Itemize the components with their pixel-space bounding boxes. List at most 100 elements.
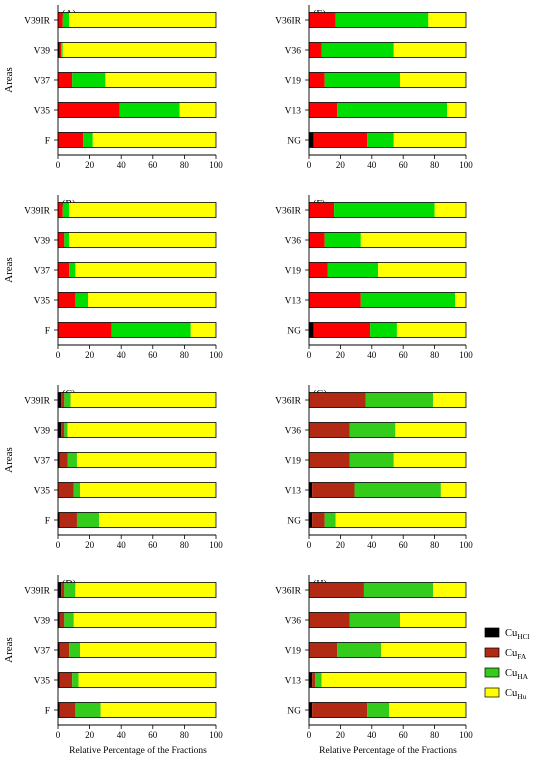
bar-segment-fa [58, 292, 76, 308]
bar-segment-hu [179, 102, 216, 118]
category-tick-label: V36IR [275, 587, 302, 597]
bar-segment-ha [119, 102, 180, 118]
bar-segment-ha [64, 422, 68, 438]
bar-segment-hcl [309, 482, 313, 498]
category-tick-label: V37 [34, 647, 51, 657]
bar-segment-fa [59, 42, 62, 58]
y-axis-label: Areas [3, 637, 15, 663]
x-tick-label: 100 [209, 350, 223, 360]
category-tick-label: V19 [285, 77, 302, 87]
bar-segment-ha [111, 322, 191, 338]
x-tick-label: 80 [180, 160, 190, 170]
bar-segment-hcl [58, 582, 62, 598]
bar-segment-ha [335, 12, 429, 28]
bar-segment-ha [64, 612, 74, 628]
category-tick-label: V37 [34, 457, 51, 467]
category-tick-label: V39IR [24, 17, 51, 27]
x-tick-label: 100 [459, 350, 473, 360]
y-axis-label: Areas [3, 447, 15, 473]
bar-segment-ha [349, 422, 396, 438]
x-tick-label: 0 [307, 160, 312, 170]
bar-segment-fa [59, 612, 65, 628]
x-tick-label: 100 [459, 730, 473, 740]
x-tick-label: 100 [209, 540, 223, 550]
x-tick-label: 60 [148, 730, 158, 740]
bar-segment-fa [309, 452, 350, 468]
x-tick-label: 40 [367, 160, 377, 170]
bar-segment-fa [313, 132, 368, 148]
bar-segment-fa [309, 582, 364, 598]
bar-segment-fa [312, 512, 325, 528]
x-tick-label: 80 [180, 350, 190, 360]
x-tick-label: 0 [307, 540, 312, 550]
bar-segment-hcl [58, 702, 60, 718]
bar-segment-ha [363, 582, 434, 598]
bar-segment-fa [58, 12, 63, 28]
bar-segment-fa [312, 672, 316, 688]
bar-segment-ha [62, 202, 70, 218]
category-tick-label: NG [287, 517, 301, 527]
x-tick-label: 40 [367, 730, 377, 740]
category-tick-label: V35 [34, 677, 51, 687]
legend-swatch [484, 627, 500, 638]
category-tick-label: V13 [285, 107, 302, 117]
bar-segment-fa [59, 642, 70, 658]
bar-segment-hu [335, 512, 466, 528]
bar-segment-ha [62, 12, 70, 28]
bar-segment-hu [76, 452, 217, 468]
x-tick-label: 100 [209, 160, 223, 170]
bar-segment-ha [321, 42, 394, 58]
bar-segment-ha [64, 582, 76, 598]
bar-segment-hcl [309, 672, 313, 688]
bar-segment-hu [80, 642, 217, 658]
x-tick-label: 40 [117, 350, 127, 360]
bar-segment-fa [61, 582, 65, 598]
bar-segment-ha [75, 292, 89, 308]
y-axis-label: Areas [3, 67, 15, 93]
x-tick-label: 20 [336, 730, 346, 740]
bar-segment-fa [309, 392, 366, 408]
x-tick-label: 100 [459, 160, 473, 170]
category-tick-label: F [45, 137, 50, 147]
bar-segment-fa [312, 482, 355, 498]
bar-segment-hcl [58, 642, 60, 658]
bar-segment-ha [349, 612, 401, 628]
bar-segment-hu [434, 202, 466, 218]
legend-swatch [484, 667, 500, 678]
bar-segment-hu [378, 262, 466, 278]
x-tick-label: 80 [180, 540, 190, 550]
category-tick-label: V13 [285, 487, 302, 497]
bar-segment-fa [59, 512, 77, 528]
x-tick-label: 80 [430, 160, 440, 170]
bar-segment-ha [334, 202, 435, 218]
bar-segment-ha [367, 702, 390, 718]
legend: CuHCl CuFA CuHA CuHu [484, 627, 530, 701]
bar-segment-ha [76, 512, 100, 528]
x-tick-label: 40 [367, 350, 377, 360]
bar-segment-ha [324, 72, 401, 88]
category-tick-label: V35 [34, 107, 51, 117]
category-tick-label: V36IR [275, 207, 302, 217]
bar-segment-ha [69, 262, 76, 278]
legend-label: CuHA [505, 668, 529, 681]
x-tick-label: 60 [148, 540, 158, 550]
bar-segment-hcl [58, 392, 62, 408]
bar-segment-hu [433, 582, 466, 598]
bar-segment-ha [64, 392, 71, 408]
bar-segment-ha [349, 452, 394, 468]
bar-segment-fa [309, 612, 350, 628]
bar-segment-fa [309, 642, 338, 658]
bar-segment-hu [100, 702, 216, 718]
bar-segment-ha [61, 42, 63, 58]
bar-segment-fa [58, 482, 74, 498]
x-tick-label: 60 [399, 540, 409, 550]
bar-segment-hu [80, 482, 217, 498]
bar-segment-hu [69, 232, 216, 248]
category-tick-label: V39IR [24, 397, 51, 407]
bar-segment-fa [309, 262, 328, 278]
